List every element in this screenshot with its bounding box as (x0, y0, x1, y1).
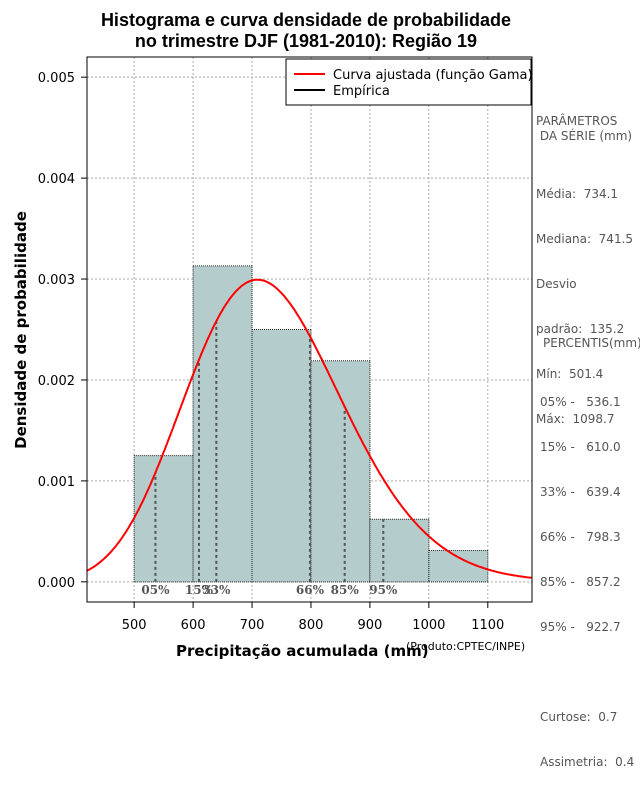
histogram-chart: 05% 15%33% 66% 85% 95% 500 600 700 800 900 1000 110… (38, 56, 533, 633)
x-tick-label: 900 (357, 618, 382, 633)
chart-title-line2: no trimestre DJF (1981-2010): Região 19 (134, 31, 478, 51)
percentil-66: 66% - 798.3 (540, 530, 621, 544)
x-tick-label: 800 (299, 618, 324, 633)
stat-sd: padrão: 135.2 (536, 322, 625, 336)
histogram-bar (428, 550, 489, 583)
gamma-fit-curve (87, 278, 532, 579)
y-tick-label: 0.000 (38, 576, 75, 591)
percentis-header: PERCENTIS(mm) (543, 336, 640, 350)
percentil-95: 95% - 922.7 (540, 620, 621, 634)
chart-title-line1: Histograma e curva densidade de probabil… (100, 10, 512, 30)
legend-label: Curva ajustada (função Gama) (333, 68, 533, 83)
y-tick-label: 0.002 (38, 374, 75, 389)
percentile-label: 95% (369, 583, 398, 597)
percentil-85: 85% - 857.2 (540, 575, 621, 589)
stats-header-1: PARÂMETROS (536, 114, 618, 128)
x-tick-label: 600 (181, 618, 206, 633)
percentil-05: 05% - 536.1 (540, 395, 621, 409)
stat-sd-label: Desvio (536, 277, 577, 291)
stats-header-2: DA SÉRIE (mm) (536, 129, 633, 143)
percentis-block: 05% - 536.1 15% - 610.0 33% - 639.4 66% … (540, 365, 634, 785)
x-tick-label: 700 (240, 618, 265, 633)
percentile-label: 15% (185, 583, 214, 597)
percentile-label: 05% (141, 583, 170, 597)
y-tick-label: 0.001 (38, 475, 75, 490)
histogram-bar (133, 455, 194, 583)
x-axis-label: Precipitação acumulada (mm) (176, 642, 429, 660)
percentil-33: 33% - 639.4 (540, 485, 621, 499)
y-tick-label: 0.004 (38, 172, 75, 187)
legend-box (285, 58, 532, 106)
product-credit: (Produto:CPTEC/INPE) (406, 640, 526, 653)
stat-median: Mediana: 741.5 (536, 232, 634, 246)
percentile-label: 85% (331, 583, 360, 597)
x-tick-label: 1000 (412, 618, 445, 633)
stat-kurtosis: Curtose: 0.7 (540, 710, 618, 724)
histogram-bar (310, 360, 371, 583)
stat-max: Máx: 1098.7 (536, 412, 615, 426)
x-tick-label: 1100 (471, 618, 504, 633)
legend-label: Empírica (333, 84, 390, 99)
percentile-label: 33% (202, 583, 231, 597)
plot-frame (86, 56, 533, 603)
stat-skewness: Assimetria: 0.4 (540, 755, 635, 769)
y-tick-label: 0.005 (38, 71, 75, 86)
stats-block: Média: 734.1 Mediana: 741.5 Desvio padrã… (536, 157, 633, 442)
percentile-label: 66% (296, 583, 325, 597)
histogram-bar (192, 265, 253, 583)
histogram-bar (251, 329, 312, 583)
x-tick-label: 500 (122, 618, 147, 633)
percentil-15: 15% - 610.0 (540, 440, 621, 454)
stat-mean: Média: 734.1 (536, 187, 619, 201)
y-axis-label: Densidade de probabilidade (12, 211, 30, 449)
stat-min: Mín: 501.4 (536, 367, 604, 381)
y-tick-label: 0.003 (38, 273, 75, 288)
